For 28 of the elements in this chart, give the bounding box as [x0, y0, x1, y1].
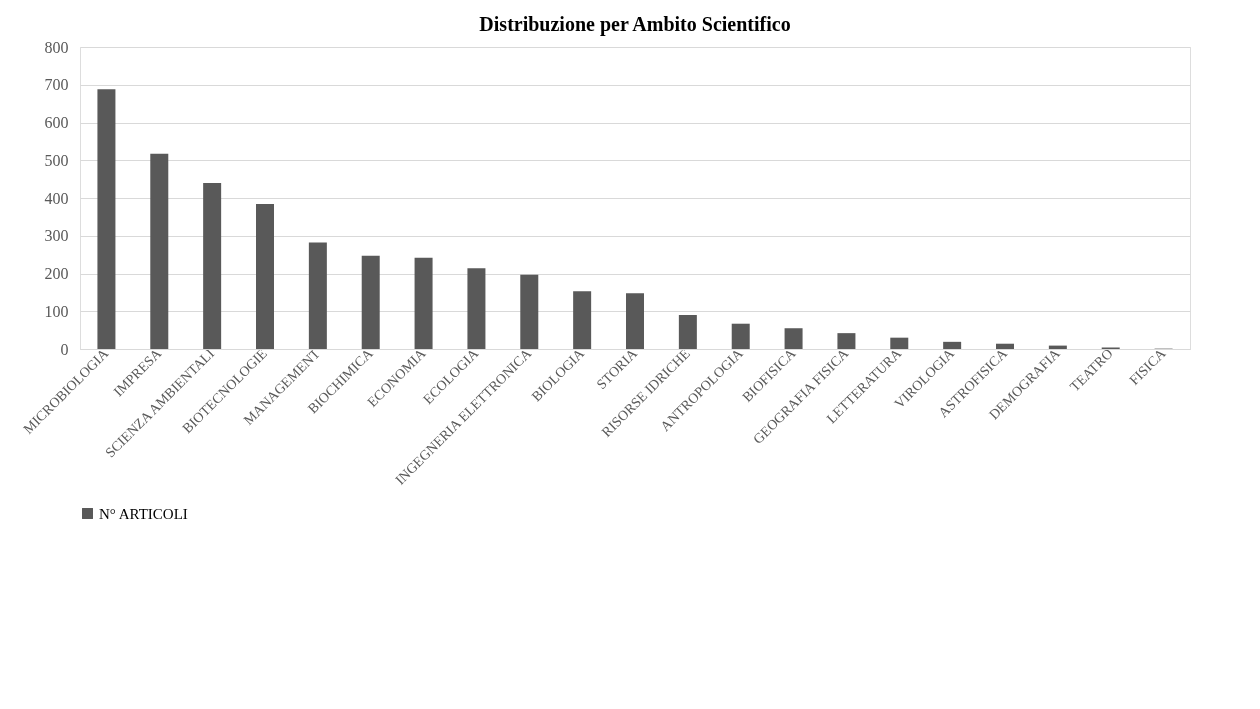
bar — [308, 242, 327, 349]
bar — [467, 268, 486, 349]
bar — [203, 182, 222, 349]
y-tick-label: 700 — [44, 76, 69, 94]
bar — [573, 291, 592, 349]
bar — [414, 257, 433, 349]
y-tick-label: 300 — [44, 227, 69, 245]
legend-label: N° ARTICOLI — [99, 505, 188, 522]
y-tick-label: 200 — [44, 265, 69, 282]
y-tick-label: 800 — [44, 38, 69, 56]
bar — [97, 89, 116, 349]
bar — [256, 204, 274, 349]
bar — [784, 328, 803, 349]
bar — [520, 274, 539, 349]
bar — [837, 333, 856, 349]
bar — [731, 323, 750, 349]
bar — [678, 315, 697, 349]
bar — [361, 255, 380, 349]
y-tick-label: 500 — [44, 151, 69, 169]
chart-title: Distribuzione per Ambito Scientifico — [479, 13, 791, 36]
bar — [890, 337, 909, 349]
bar — [996, 343, 1014, 349]
bar — [626, 293, 644, 349]
y-tick-label: 600 — [44, 114, 69, 131]
y-tick-label: 100 — [44, 302, 69, 320]
y-tick-label: 400 — [44, 189, 69, 207]
bar — [150, 153, 169, 349]
bar — [943, 341, 962, 349]
